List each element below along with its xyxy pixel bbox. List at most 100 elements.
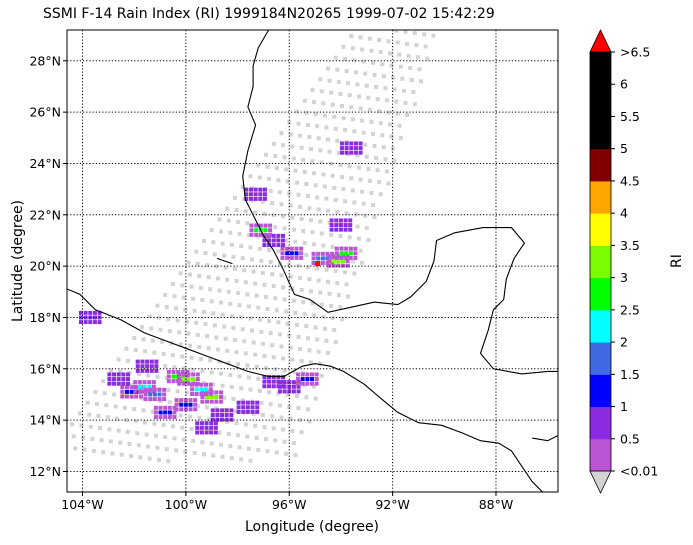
rain-pixel	[267, 243, 272, 248]
swath-pixel	[172, 294, 177, 299]
swath-pixel	[294, 180, 299, 185]
rain-pixel	[92, 310, 97, 315]
rain-pixel	[263, 223, 268, 228]
swath-pixel	[294, 322, 299, 327]
swath-pixel	[316, 349, 321, 354]
swath-pixel	[319, 231, 324, 236]
rain-pixel	[153, 410, 158, 415]
swath-pixel	[96, 414, 101, 419]
swath-pixel	[389, 63, 394, 68]
rain-pixel	[176, 379, 181, 384]
swath-pixel	[290, 357, 295, 362]
swath-pixel	[161, 423, 166, 428]
coastline	[67, 288, 543, 492]
swath-pixel	[205, 405, 210, 410]
rain-pixel	[281, 233, 286, 238]
swath-pixel	[377, 180, 382, 185]
swath-pixel	[305, 336, 310, 341]
swath-pixel	[234, 207, 239, 212]
rain-pixel	[353, 150, 358, 155]
rain-pixel	[281, 243, 286, 248]
swath-pixel	[284, 238, 289, 243]
rain-pixel	[339, 146, 344, 151]
swath-pixel	[291, 156, 296, 161]
y-tick-label: 14°N	[29, 413, 61, 428]
rain-pixel	[177, 372, 182, 377]
swath-pixel	[155, 445, 160, 450]
rain-pixel	[262, 196, 267, 201]
swath-pixel	[273, 154, 278, 159]
swath-pixel	[236, 433, 241, 438]
swath-pixel	[401, 88, 406, 93]
rain-pixel	[267, 238, 272, 243]
swath-pixel	[397, 52, 402, 57]
rain-pixel	[338, 223, 343, 228]
swath-pixel	[299, 430, 304, 435]
swath-pixel	[267, 247, 272, 252]
swath-pixel	[163, 292, 168, 297]
swath-pixel	[388, 122, 393, 127]
swath-pixel	[312, 384, 317, 389]
swath-pixel	[245, 363, 250, 368]
rain-pixel	[215, 408, 220, 413]
swath-pixel	[299, 288, 304, 293]
swath-pixel	[259, 329, 264, 334]
swath-pixel	[236, 219, 241, 224]
swath-pixel	[253, 281, 258, 286]
swath-pixel	[386, 110, 391, 115]
rain-pixel	[121, 372, 126, 377]
swath-pixel	[285, 392, 290, 397]
swath-pixel	[251, 269, 256, 274]
swath-pixel	[155, 374, 160, 379]
swath-pixel	[219, 300, 224, 305]
swath-pixel	[152, 350, 157, 355]
swath-pixel	[259, 258, 264, 263]
swath-pixel	[160, 339, 165, 344]
rain-pixel	[271, 384, 276, 389]
swath-pixel	[198, 357, 203, 362]
swath-pixel	[248, 316, 253, 321]
swath-pixel	[139, 325, 144, 330]
swath-pixel	[343, 128, 348, 133]
rain-pixel	[229, 408, 234, 413]
y-tick-label: 26°N	[29, 105, 61, 120]
swath-pixel	[260, 199, 265, 204]
swath-pixel	[375, 168, 380, 173]
rain-pixel	[157, 397, 162, 402]
rain-pixel	[129, 394, 134, 399]
rain-pixel	[241, 405, 246, 410]
rain-pixel	[334, 227, 339, 232]
rain-pixel	[195, 377, 200, 382]
rain-pixel	[145, 364, 150, 369]
swath-pixel	[394, 30, 399, 33]
rain-pixel	[210, 413, 215, 417]
rain-pixel	[195, 421, 200, 426]
swath-pixel	[256, 447, 261, 452]
swath-pixel	[222, 395, 227, 400]
rain-pixel	[142, 384, 147, 389]
swath-pixel	[291, 227, 296, 232]
rain-pixel	[140, 368, 145, 373]
swath-pixel	[133, 348, 138, 353]
swath-pixel	[197, 416, 202, 421]
rain-pixel	[149, 359, 154, 364]
rain-pixel	[334, 255, 339, 260]
swath-pixel	[262, 425, 267, 430]
swath-pixel	[282, 368, 287, 373]
rain-pixel	[325, 251, 330, 256]
rain-pixel	[200, 395, 205, 400]
swath-pixel	[215, 276, 220, 281]
swath-pixel	[234, 421, 239, 426]
rain-pixel	[97, 320, 102, 325]
y-tick-label: 22°N	[29, 207, 61, 222]
swath-pixel	[217, 217, 222, 222]
rain-pixel	[338, 218, 343, 223]
coastline	[532, 435, 558, 442]
rain-pixel	[289, 251, 294, 256]
swath-pixel	[335, 281, 340, 286]
rain-pixel	[258, 223, 263, 228]
swath-pixel	[415, 55, 420, 60]
colorbar-segment	[590, 342, 611, 375]
rain-pixel	[183, 407, 188, 412]
swath-pixel	[122, 405, 127, 410]
